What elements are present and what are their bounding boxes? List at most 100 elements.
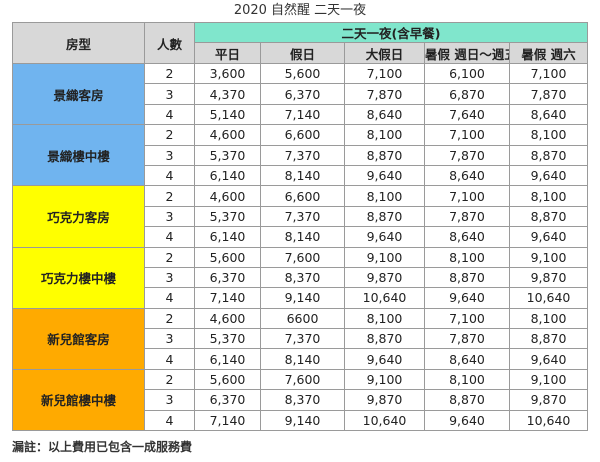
price-cell-major-holiday: 8,870 [344,328,425,350]
price-cell-weekday: 4,600 [194,307,261,330]
price-cell-major-holiday: 8,870 [344,205,425,228]
room-type-cell: 景織樓中樓 [12,124,145,187]
table-row: 巧克力樓中樓 2 5,600 7,600 9,100 8,100 9,100 [12,246,589,309]
price-cell-major-holiday: 8,100 [344,307,425,330]
price-cell-holiday: 6600 [260,307,345,330]
table-row: 巧克力客房 2 4,600 6,600 8,100 7,100 8,100 [12,185,589,248]
price-cell-holiday: 7,370 [260,144,345,166]
price-cell-summer-sun-fri: 7,870 [424,144,510,166]
price-cell-summer-sun-fri: 8,100 [424,246,510,268]
header-holiday: 假日 [260,42,345,64]
table-row: 4 6,140 8,140 9,640 8,640 9,640 [13,164,589,187]
people-cell: 4 [144,103,195,126]
price-cell-major-holiday: 8,100 [344,185,425,207]
price-cell-holiday: 6,600 [260,185,345,207]
price-cell-holiday: 8,370 [260,266,345,289]
table-row: 景織樓中樓 2 4,600 6,600 8,100 7,100 8,100 [12,124,589,187]
room-type-cell: 景織客房 [12,62,145,126]
people-cell: 4 [144,287,195,309]
price-cell-holiday: 7,370 [260,328,345,350]
people-cell: 2 [144,307,195,330]
price-cell-weekday: 6,370 [194,266,261,289]
room-type-cell: 新兒館樓中樓 [12,368,145,432]
header-summer-sun-fri: 暑假 週日～週五 [424,42,510,64]
price-cell-holiday: 7,140 [260,103,345,126]
price-cell-summer-sun-fri: 9,640 [424,287,510,309]
price-cell-weekday: 6,140 [194,226,261,248]
price-cell-major-holiday: 10,640 [344,409,425,432]
table-row: 3 5,370 7,370 8,870 7,870 8,870 [13,328,589,350]
table-row: 4 7,140 9,140 10,640 9,640 10,640 [13,409,589,432]
price-cell-weekday: 5,600 [194,368,261,391]
table-row: 3 6,370 8,370 9,870 8,870 9,870 [13,389,589,411]
people-cell: 2 [144,185,195,207]
price-cell-holiday: 8,140 [260,348,345,370]
price-cell-summer-sat: 7,870 [508,83,589,105]
price-cell-major-holiday: 9,100 [344,368,425,391]
price-cell-weekday: 4,370 [194,83,261,105]
price-cell-major-holiday: 8,640 [344,103,425,126]
price-cell-holiday: 6,370 [260,83,345,105]
price-cell-holiday: 9,140 [260,287,345,309]
price-cell-holiday: 7,600 [260,368,345,391]
table-row: 3 5,370 7,370 8,870 7,870 8,870 [13,205,589,228]
header-summer-sat: 暑假 週六 [508,42,589,64]
people-cell: 4 [144,348,195,370]
price-cell-holiday: 7,370 [260,205,345,228]
price-cell-summer-sat: 8,870 [508,328,589,350]
price-cell-summer-sun-fri: 8,100 [424,368,510,391]
price-cell-holiday: 7,600 [260,246,345,268]
price-cell-weekday: 5,370 [194,205,261,228]
price-cell-summer-sat: 8,640 [508,103,589,126]
price-cell-weekday: 5,600 [194,246,261,268]
price-cell-summer-sat: 8,100 [508,307,589,330]
price-cell-holiday: 5,600 [260,62,345,85]
table-row: 新兒館樓中樓 2 5,600 7,600 9,100 8,100 9,100 [12,368,589,432]
price-cell-summer-sun-fri: 7,870 [424,205,510,228]
table-row: 3 6,370 8,370 9,870 8,870 9,870 [13,266,589,289]
people-cell: 3 [144,328,195,350]
header-room-type: 房型 [12,22,145,64]
table-row: 4 6,140 8,140 9,640 8,640 9,640 [13,348,589,370]
price-cell-major-holiday: 8,870 [344,144,425,166]
people-cell: 3 [144,83,195,105]
price-cell-holiday: 8,140 [260,226,345,248]
price-cell-major-holiday: 7,100 [344,62,425,85]
people-cell: 3 [144,389,195,411]
price-cell-summer-sat: 8,870 [508,205,589,228]
price-cell-summer-sat: 8,100 [508,185,589,207]
price-cell-major-holiday: 9,870 [344,389,425,411]
price-cell-weekday: 5,370 [194,328,261,350]
price-cell-summer-sun-fri: 7,870 [424,328,510,350]
price-cell-summer-sun-fri: 8,640 [424,348,510,370]
price-cell-holiday: 8,370 [260,389,345,411]
price-cell-summer-sun-fri: 7,100 [424,307,510,330]
footnote: 漏註：以上費用已包含一成服務費 [12,440,193,454]
price-cell-summer-sun-fri: 6,100 [424,62,510,85]
price-cell-major-holiday: 9,640 [344,164,425,187]
price-cell-summer-sat: 9,100 [508,246,589,268]
price-cell-summer-sat: 8,100 [508,124,589,146]
price-cell-major-holiday: 9,870 [344,266,425,289]
room-type-cell: 新兒館客房 [12,307,145,370]
people-cell: 4 [144,226,195,248]
price-cell-summer-sat: 9,640 [508,226,589,248]
price-cell-major-holiday: 9,640 [344,348,425,370]
price-cell-weekday: 5,140 [194,103,261,126]
price-cell-summer-sat: 9,870 [508,389,589,411]
price-cell-major-holiday: 8,100 [344,124,425,146]
price-cell-summer-sat: 10,640 [508,409,589,432]
price-cell-summer-sun-fri: 8,640 [424,164,510,187]
price-cell-major-holiday: 10,640 [344,287,425,309]
rate-table-body: 景織客房 2 3,600 5,600 7,100 6,100 7,100 3 4,370 6,37… [12,62,589,432]
price-cell-summer-sun-fri: 8,870 [424,266,510,289]
price-cell-summer-sun-fri: 7,640 [424,103,510,126]
price-cell-major-holiday: 7,870 [344,83,425,105]
people-cell: 3 [144,205,195,228]
price-cell-weekday: 5,370 [194,144,261,166]
price-cell-weekday: 6,370 [194,389,261,411]
people-cell: 2 [144,62,195,85]
price-cell-weekday: 3,600 [194,62,261,85]
price-cell-weekday: 4,600 [194,185,261,207]
header-weekday: 平日 [194,42,261,64]
